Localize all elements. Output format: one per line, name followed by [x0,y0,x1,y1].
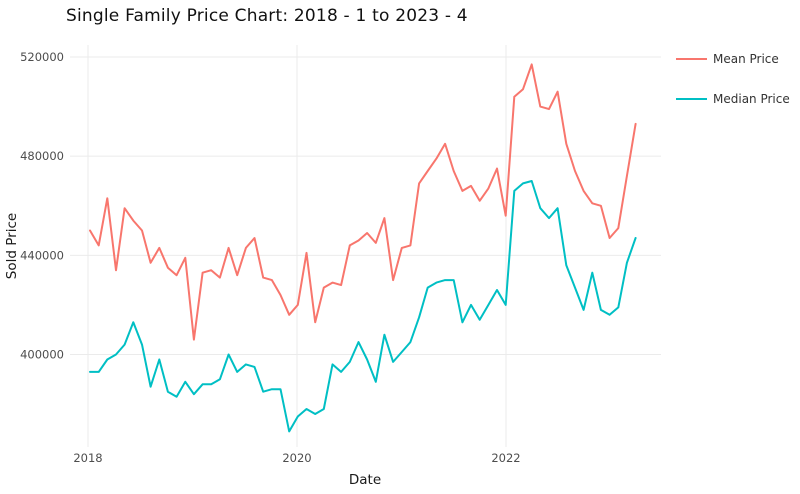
x-tick-label: 2022 [491,451,520,465]
x-axis-title: Date [349,472,381,488]
series-lines [89,63,637,433]
legend: Mean Price Median Price [676,52,790,106]
y-tick-label: 520000 [20,50,64,64]
x-tick-labels: 2018 2020 2022 [73,451,520,465]
y-tick-label: 400000 [20,348,64,362]
y-tick-label: 440000 [20,248,64,262]
x-tick-label: 2020 [282,451,311,465]
legend-item-mean-price[interactable]: Mean Price [676,52,779,66]
chart-title: Single Family Price Chart: 2018 - 1 to 2… [66,6,468,26]
vertical-gridlines [87,45,507,447]
legend-item-median-price[interactable]: Median Price [676,92,790,106]
median-price-line[interactable] [89,180,637,433]
y-axis-title: Sold Price [4,213,20,279]
mean-price-line[interactable] [89,63,637,341]
y-tick-label: 480000 [20,149,64,163]
x-tick-label: 2018 [73,451,102,465]
legend-label: Median Price [713,92,790,106]
legend-label: Mean Price [713,52,779,66]
horizontal-gridlines [70,56,661,356]
y-tick-labels: 400000 440000 480000 520000 [20,50,64,362]
